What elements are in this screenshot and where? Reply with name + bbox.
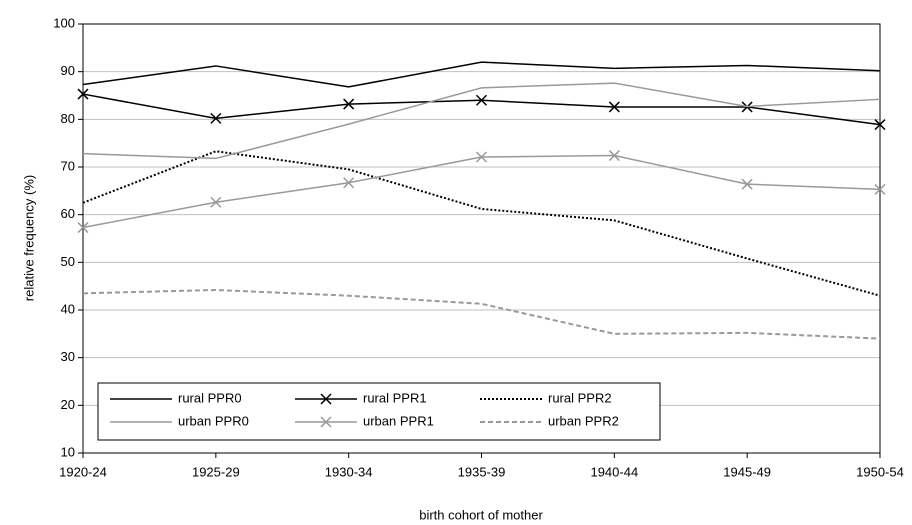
marker — [77, 222, 89, 234]
y-tick-label: 30 — [61, 349, 75, 364]
legend-label: rural PPR0 — [178, 390, 242, 405]
x-tick-label: 1920-24 — [59, 464, 107, 479]
x-tick-label: 1945-49 — [723, 464, 771, 479]
y-tick-label: 80 — [61, 111, 75, 126]
marker — [210, 196, 222, 208]
legend-marker — [320, 416, 332, 428]
series-line — [82, 61, 881, 88]
y-axis-title: relative frequency (%) — [21, 175, 36, 301]
series-line — [82, 154, 881, 229]
x-tick-label: 1950-54 — [856, 464, 904, 479]
y-tick-label: 40 — [61, 301, 75, 316]
legend-label: rural PPR2 — [548, 390, 612, 405]
marker — [210, 112, 222, 124]
series-line — [82, 82, 881, 160]
y-tick-label: 70 — [61, 158, 75, 173]
marker — [874, 183, 886, 195]
x-tick-label: 1940-44 — [590, 464, 638, 479]
y-tick-label: 90 — [61, 63, 75, 78]
marker — [475, 151, 488, 163]
legend-label: rural PPR1 — [363, 390, 427, 405]
y-tick-label: 100 — [53, 15, 75, 30]
legend-label: urban PPR1 — [363, 413, 434, 428]
x-tick-label: 1930-34 — [325, 464, 373, 479]
legend-marker — [320, 393, 332, 405]
series-line — [82, 93, 881, 126]
marker — [741, 178, 753, 190]
marker — [343, 177, 355, 189]
marker — [608, 101, 620, 113]
marker — [475, 94, 488, 106]
series-line — [82, 150, 881, 297]
x-tick-label: 1925-29 — [192, 464, 240, 479]
marker — [77, 88, 89, 100]
marker — [874, 119, 886, 131]
y-tick-label: 50 — [61, 254, 75, 269]
x-axis-title: birth cohort of mother — [419, 507, 543, 522]
y-tick-label: 60 — [61, 206, 75, 221]
series-line — [82, 288, 881, 340]
legend-label: urban PPR0 — [178, 413, 249, 428]
y-tick-label: 10 — [61, 444, 75, 459]
marker — [343, 98, 355, 110]
marker — [608, 150, 620, 162]
legend-box — [97, 382, 661, 441]
y-tick-label: 20 — [61, 397, 75, 412]
x-tick-label: 1935-39 — [458, 464, 506, 479]
legend-label: urban PPR2 — [548, 413, 619, 428]
